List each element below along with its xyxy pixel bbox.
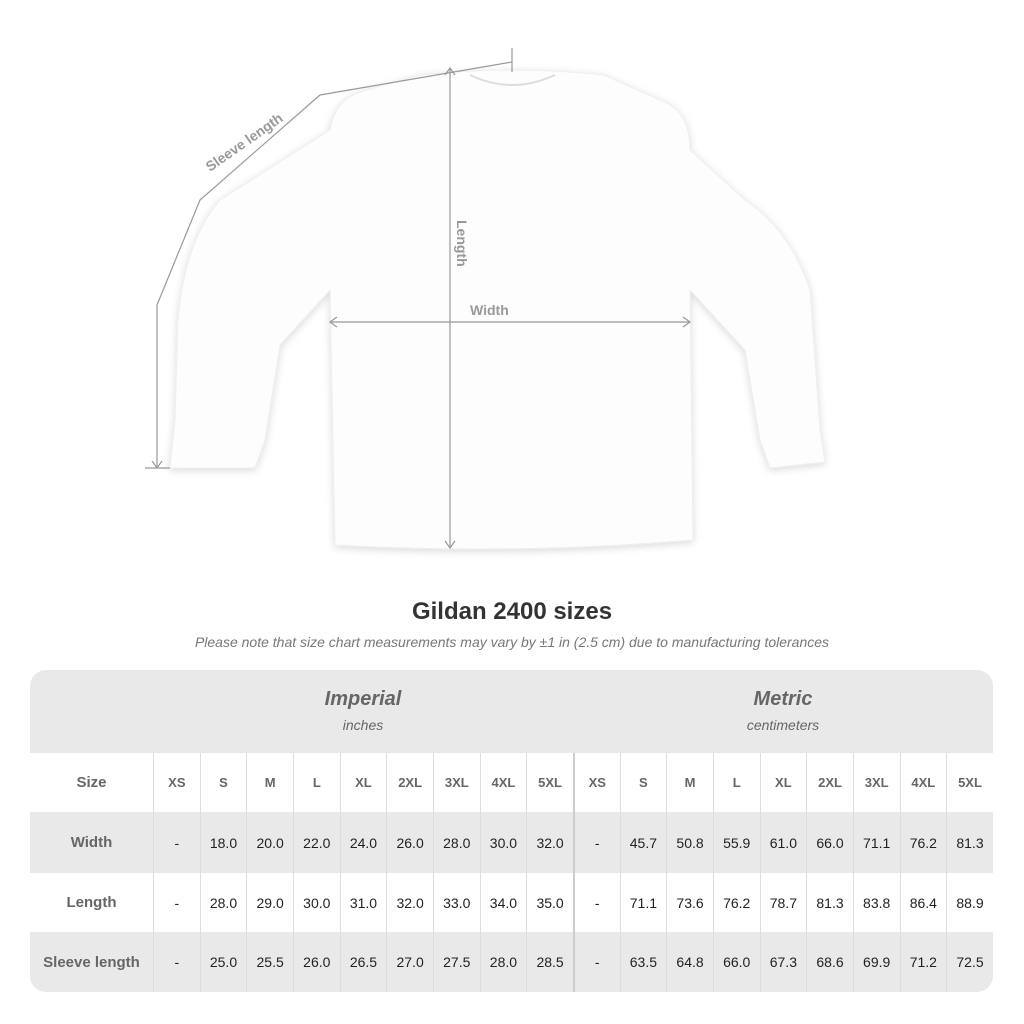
size-header-cell: 3XL bbox=[852, 753, 900, 812]
value-cell: 20.0 bbox=[246, 812, 293, 873]
value-cell: 27.0 bbox=[386, 932, 433, 992]
size-header-cell: 3XL bbox=[432, 753, 480, 812]
value-cell: 71.2 bbox=[899, 932, 947, 992]
size-header-cell: 4XL bbox=[899, 753, 947, 812]
size-header-cell: XS bbox=[153, 753, 200, 812]
value-cell: 55.9 bbox=[712, 812, 760, 873]
imperial-title: Imperial bbox=[324, 688, 402, 710]
page-title: Gildan 2400 sizes bbox=[411, 598, 613, 625]
value-cell: 73.6 bbox=[666, 873, 713, 932]
size-header-cell: S bbox=[199, 753, 247, 812]
shirt-diagram: Sleeve length Length Width bbox=[145, 48, 826, 550]
metric-header: Metric centimeters bbox=[573, 670, 993, 753]
value-cell: 86.4 bbox=[899, 873, 947, 932]
value-cell: - bbox=[572, 873, 620, 932]
sleeve-length-line bbox=[156, 61, 513, 468]
metric-unit: centimeters bbox=[746, 717, 820, 733]
size-header-cell: XL bbox=[339, 753, 387, 812]
value-cell: 34.0 bbox=[479, 873, 527, 932]
row-label: Length bbox=[66, 894, 117, 911]
value-cell: 66.0 bbox=[806, 812, 853, 873]
value-cell: 72.5 bbox=[946, 932, 993, 992]
value-cell: - bbox=[153, 932, 200, 992]
value-cell: 50.8 bbox=[666, 812, 713, 873]
value-cell: 45.7 bbox=[619, 812, 667, 873]
value-cell: 28.0 bbox=[479, 932, 527, 992]
size-header-cell: 5XL bbox=[526, 753, 573, 812]
value-cell: 76.2 bbox=[899, 812, 947, 873]
value-cell: - bbox=[572, 932, 620, 992]
value-cell: 18.0 bbox=[199, 812, 247, 873]
value-cell: 29.0 bbox=[246, 873, 293, 932]
value-cell: 32.0 bbox=[386, 873, 433, 932]
value-cell: 30.0 bbox=[479, 812, 527, 873]
width-label: Width bbox=[470, 302, 509, 318]
value-cell: 78.7 bbox=[759, 873, 807, 932]
value-cell: 61.0 bbox=[759, 812, 807, 873]
value-cell: 26.0 bbox=[292, 932, 340, 992]
value-cell: 63.5 bbox=[619, 932, 667, 992]
value-cell: 71.1 bbox=[852, 812, 900, 873]
size-header-cell: 5XL bbox=[946, 753, 993, 812]
imperial-unit: inches bbox=[342, 717, 384, 733]
value-cell: 64.8 bbox=[666, 932, 713, 992]
value-cell: 28.0 bbox=[432, 812, 480, 873]
table-row: Width -18.0 20.0 22.0 24.0 26.0 28.0 30.0 32.0-4… bbox=[30, 812, 993, 873]
table-row: Sleeve length -25.0 25.5 26.0 26.5 27.0 27.5 28… bbox=[30, 932, 993, 992]
value-cell: 88.9 bbox=[946, 873, 993, 932]
value-cell: 33.0 bbox=[432, 873, 480, 932]
value-cell: 22.0 bbox=[292, 812, 340, 873]
size-table: Imperial inches Metric centimeters Size X… bbox=[30, 670, 993, 992]
size-header-cell: XS bbox=[572, 753, 620, 812]
imperial-header: Imperial inches bbox=[153, 670, 573, 753]
value-cell: 24.0 bbox=[339, 812, 387, 873]
value-cell: 30.0 bbox=[292, 873, 340, 932]
value-cell: 28.5 bbox=[526, 932, 573, 992]
size-header-row: Size XS S M L XL 2XL 3XL 4XL 5XL XS S M L XL 2XL 3XL 4XL 5… bbox=[30, 753, 993, 812]
value-cell: 69.9 bbox=[852, 932, 900, 992]
value-cell: 31.0 bbox=[339, 873, 387, 932]
value-cell: 67.3 bbox=[759, 932, 807, 992]
size-header-cell: M bbox=[666, 753, 713, 812]
value-cell: - bbox=[153, 873, 200, 932]
size-header-cell: M bbox=[246, 753, 293, 812]
size-header-cell: 2XL bbox=[806, 753, 853, 812]
tolerance-note: Please note that size chart measurements… bbox=[194, 634, 830, 650]
metric-title: Metric bbox=[753, 688, 813, 710]
value-cell: - bbox=[572, 812, 620, 873]
value-cell: 66.0 bbox=[712, 932, 760, 992]
value-cell: 76.2 bbox=[712, 873, 760, 932]
value-cell: 68.6 bbox=[806, 932, 853, 992]
value-cell: 71.1 bbox=[619, 873, 667, 932]
size-header-cell: L bbox=[712, 753, 760, 812]
value-cell: 81.3 bbox=[946, 812, 993, 873]
value-cell: - bbox=[153, 812, 200, 873]
size-header-cell: L bbox=[292, 753, 340, 812]
size-header-cell: S bbox=[619, 753, 667, 812]
value-cell: 81.3 bbox=[806, 873, 853, 932]
row-label: Sleeve length bbox=[43, 953, 140, 971]
row-label: Size bbox=[76, 774, 107, 791]
size-header-cell: XL bbox=[759, 753, 807, 812]
size-header-cell: 4XL bbox=[479, 753, 527, 812]
value-cell: 28.0 bbox=[199, 873, 247, 932]
value-cell: 83.8 bbox=[852, 873, 900, 932]
value-cell: 27.5 bbox=[432, 932, 480, 992]
size-header-cell: 2XL bbox=[386, 753, 433, 812]
value-cell: 25.5 bbox=[246, 932, 293, 992]
shirt-image bbox=[169, 69, 826, 550]
value-cell: 32.0 bbox=[526, 812, 573, 873]
row-label: Width bbox=[70, 834, 113, 851]
sleeve-length-label: Sleeve length bbox=[203, 110, 286, 175]
value-cell: 26.5 bbox=[339, 932, 387, 992]
value-cell: 25.0 bbox=[199, 932, 247, 992]
table-row: Length -28.0 29.0 30.0 31.0 32.0 33.0 34.0 35.0-… bbox=[30, 873, 993, 932]
value-cell: 35.0 bbox=[526, 873, 573, 932]
length-label: Length bbox=[454, 220, 470, 267]
value-cell: 26.0 bbox=[386, 812, 433, 873]
